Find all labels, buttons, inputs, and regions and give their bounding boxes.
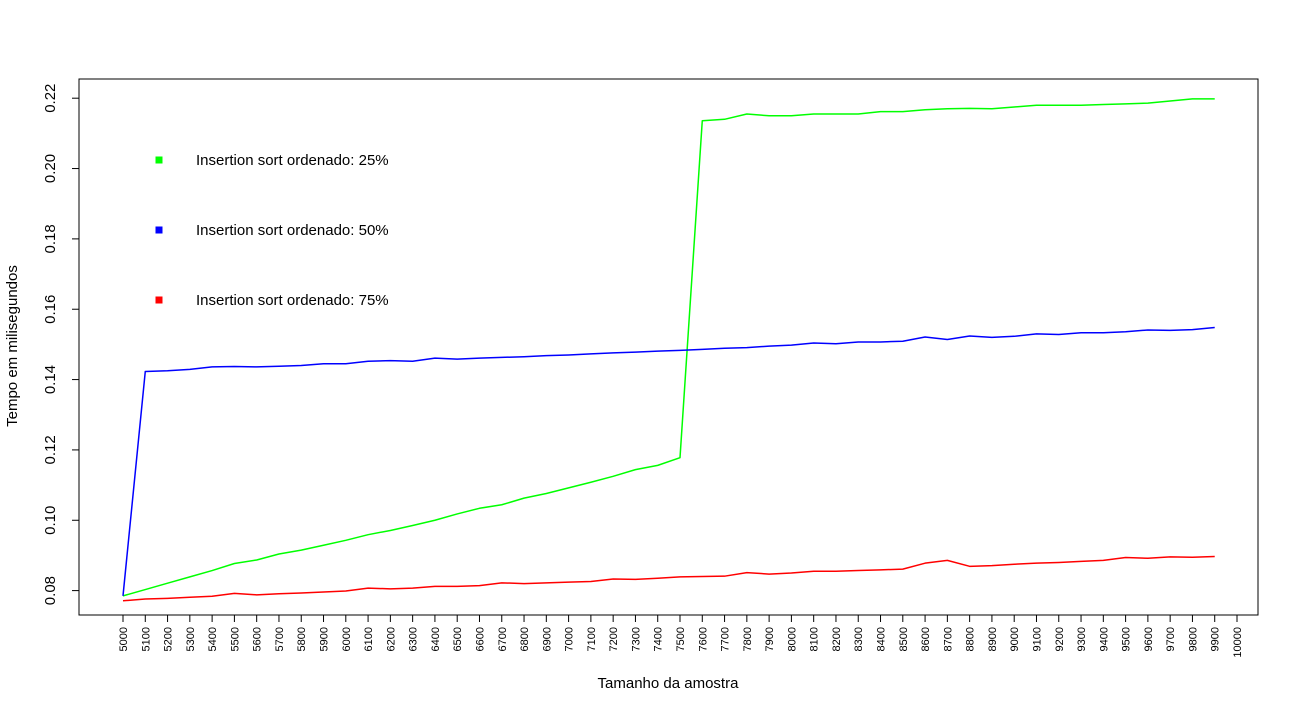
x-tick-label: 5300 — [185, 627, 197, 651]
legend-label-1: Insertion sort ordenado: 25% — [196, 152, 389, 169]
y-tick-label: 0.10 — [42, 506, 59, 535]
x-tick-label: 7900 — [764, 627, 776, 651]
y-tick-label: 0.22 — [42, 84, 59, 113]
x-tick-label: 8000 — [786, 627, 798, 651]
x-tick-label: 10000 — [1232, 627, 1244, 658]
x-tick-label: 6100 — [363, 627, 375, 651]
x-tick-label: 8800 — [965, 627, 977, 651]
x-tick-label: 5900 — [319, 627, 331, 651]
x-tick-label: 7300 — [630, 627, 642, 651]
x-tick-label: 6600 — [474, 627, 486, 651]
series-line-1 — [122, 98, 1215, 597]
x-axis: 5000 5100 5200 5300 5400 5500 5600 5700 5800 5900… — [118, 614, 1244, 658]
x-tick-label: 8900 — [987, 627, 999, 651]
legend-swatch-3 — [155, 296, 163, 304]
y-axis-title: Tempo em milisegundos — [4, 265, 21, 427]
y-tick-label: 0.18 — [42, 224, 59, 253]
legend-swatch-1 — [155, 156, 163, 164]
x-tick-label: 9600 — [1143, 627, 1155, 651]
x-tick-label: 8700 — [942, 627, 954, 651]
x-tick-label: 9800 — [1187, 627, 1199, 651]
x-tick-label: 5200 — [163, 627, 175, 651]
x-tick-label: 5000 — [118, 627, 130, 651]
x-tick-label: 5500 — [229, 627, 241, 651]
x-tick-label: 5800 — [296, 627, 308, 651]
x-tick-label: 6800 — [519, 627, 531, 651]
x-tick-label: 6200 — [385, 627, 397, 651]
x-tick-label: 9200 — [1054, 627, 1066, 651]
x-tick-label: 9400 — [1098, 627, 1110, 651]
x-tick-label: 7400 — [653, 627, 665, 651]
x-tick-label: 6500 — [452, 627, 464, 651]
x-tick-label: 5700 — [274, 627, 286, 651]
legend-swatch-2 — [155, 226, 163, 234]
y-tick-label: 0.20 — [42, 154, 59, 183]
y-tick-label: 0.16 — [42, 295, 59, 324]
x-tick-label: 7200 — [608, 627, 620, 651]
x-tick-label: 8600 — [920, 627, 932, 651]
x-tick-label: 8300 — [853, 627, 865, 651]
series-lines — [122, 98, 1215, 602]
x-tick-label: 6400 — [430, 627, 442, 651]
x-tick-label: 9700 — [1165, 627, 1177, 651]
y-tick-label: 0.12 — [42, 435, 59, 464]
legend-label-2: Insertion sort ordenado: 50% — [196, 222, 389, 239]
legend: Insertion sort ordenado: 25% Insertion so… — [155, 152, 389, 309]
x-tick-label: 6700 — [497, 627, 509, 651]
x-tick-label: 7800 — [742, 627, 754, 651]
x-tick-label: 8100 — [809, 627, 821, 651]
x-tick-label: 8400 — [876, 627, 888, 651]
x-tick-label: 5400 — [207, 627, 219, 651]
y-axis: 0.08 0.10 0.12 0.14 0.16 0.18 0.20 0.22 — [42, 84, 80, 605]
x-tick-label: 7600 — [697, 627, 709, 651]
y-tick-label: 0.14 — [42, 365, 59, 394]
y-tick-label: 0.08 — [42, 576, 59, 605]
series-line-2 — [122, 326, 1215, 596]
series-line-3 — [122, 555, 1215, 602]
x-tick-label: 9300 — [1076, 627, 1088, 651]
x-tick-label: 6000 — [341, 627, 353, 651]
x-tick-label: 9900 — [1210, 627, 1222, 651]
x-tick-label: 8200 — [831, 627, 843, 651]
x-axis-title: Tamanho da amostra — [598, 675, 740, 692]
x-tick-label: 9500 — [1121, 627, 1133, 651]
x-tick-label: 8500 — [898, 627, 910, 651]
x-tick-label: 9100 — [1031, 627, 1043, 651]
x-tick-label: 7000 — [564, 627, 576, 651]
x-tick-label: 7700 — [720, 627, 732, 651]
x-tick-label: 5100 — [140, 627, 152, 651]
x-tick-label: 7500 — [675, 627, 687, 651]
x-tick-label: 7100 — [586, 627, 598, 651]
x-tick-label: 6300 — [408, 627, 420, 651]
legend-label-3: Insertion sort ordenado: 75% — [196, 292, 389, 309]
x-tick-label: 5600 — [252, 627, 264, 651]
x-tick-label: 6900 — [541, 627, 553, 651]
x-tick-label: 9000 — [1009, 627, 1021, 651]
